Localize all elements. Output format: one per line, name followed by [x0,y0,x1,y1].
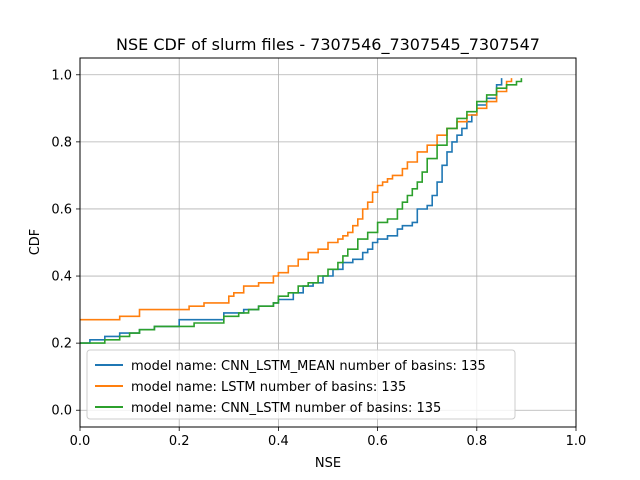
series-line-cnn-lstm [80,78,523,344]
plot-area-frame [79,57,577,428]
x-tick-label: 0.4 [268,434,289,449]
x-tick-label: 0.0 [70,434,91,449]
x-tick-label: 0.8 [466,434,487,449]
series-line-cnn-lstm-mean [80,78,503,344]
y-tick-label: 0.2 [51,337,72,352]
chart-title: NSE CDF of slurm files - 7307546_7307545… [116,35,540,55]
x-tick-label: 0.2 [169,434,190,449]
x-tick-label: 0.6 [367,434,388,449]
y-axis-label: CDF [28,229,43,256]
legend-label-lstm: model name: LSTM number of basins: 135 [131,380,406,395]
legend-label-cnn-lstm-mean: model name: CNN_LSTM_MEAN number of basi… [131,359,486,374]
x-axis-label: NSE [315,456,341,471]
y-tick-label: 0.0 [51,404,72,419]
x-tick-label: 1.0 [566,434,587,449]
y-tick-label: 0.8 [51,135,72,150]
y-tick-label: 0.4 [51,270,72,285]
y-tick-label: 1.0 [51,68,72,83]
axis-ticks: 0.0 0.2 0.4 0.6 0.8 1.0 0.0 0.2 0.4 0.6 0.8 1.0 [51,68,586,449]
legend: model name: CNN_LSTM_MEAN number of basi… [86,349,516,420]
y-tick-label: 0.6 [51,202,72,217]
legend-box [86,349,516,420]
legend-label-cnn-lstm: model name: CNN_LSTM number of basins: 1… [131,401,441,416]
series-lines [80,78,523,344]
grid [79,58,577,427]
